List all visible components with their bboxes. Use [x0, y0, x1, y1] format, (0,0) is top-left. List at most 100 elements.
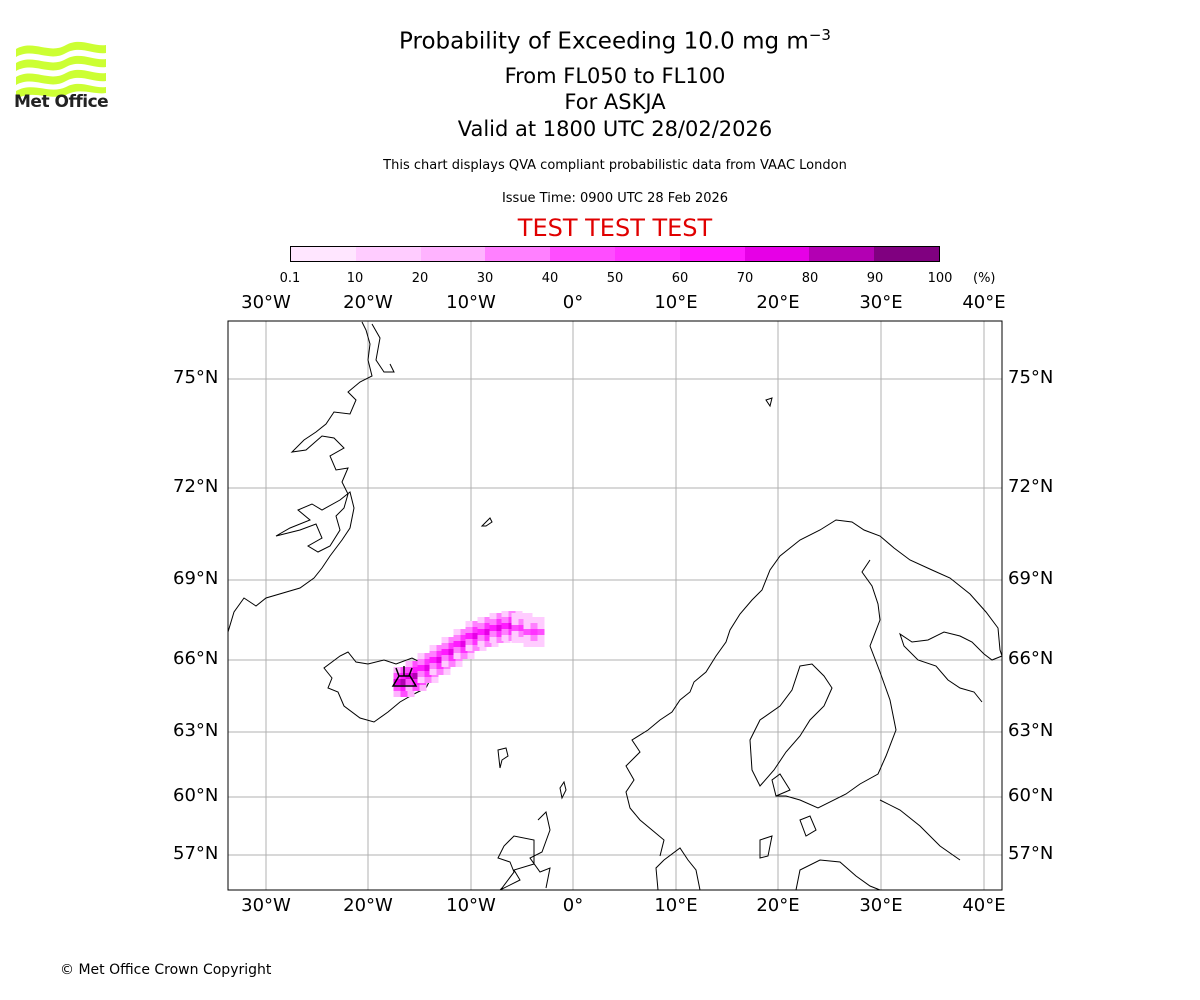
plume-cell [537, 641, 545, 647]
latitude-label: 57°N [1008, 843, 1054, 864]
volcano-icon [391, 666, 418, 687]
plume-cell [472, 621, 480, 627]
latitude-label: 66°N [1008, 648, 1054, 669]
title-exponent: −3 [808, 26, 831, 44]
longitude-label: 30°E [859, 895, 903, 916]
plume-cell [489, 631, 497, 637]
colorbar-unit: (%) [973, 271, 996, 286]
latitude-label: 72°N [1008, 476, 1054, 497]
plume-cell [511, 631, 519, 637]
colorbar-segment [744, 247, 810, 261]
plume-cell [429, 669, 437, 675]
plume-cell [393, 673, 401, 679]
plume-cell [511, 613, 519, 619]
issue-time: Issue Time: 0900 UTC 28 Feb 2026 [501, 191, 729, 206]
plume-cell [424, 665, 432, 671]
colorbar-tick-label: 10 [346, 271, 364, 286]
probability-colorbar [290, 246, 940, 262]
plume-cell [523, 623, 531, 629]
plume-cell [496, 631, 504, 637]
plume-cell [537, 635, 545, 641]
plume-cell [405, 679, 413, 685]
plume-cell [441, 637, 449, 643]
plume-cell [511, 625, 519, 631]
plume-cell [412, 673, 420, 679]
plume-cell [501, 629, 509, 635]
plume-cell [472, 639, 480, 645]
plume-cell [484, 617, 492, 623]
plume-cell [419, 685, 427, 691]
longitude-label: 0° [562, 895, 584, 916]
plume-cell [424, 671, 432, 677]
plume-cell [477, 623, 485, 629]
met-office-logo [16, 41, 106, 99]
plume-cell [436, 657, 444, 663]
ash-probability-plume [393, 611, 545, 697]
plume-cell [453, 647, 461, 653]
plume-cell [400, 691, 408, 697]
plume-cell [405, 667, 413, 673]
colorbar-tick-label: 0.1 [279, 271, 301, 286]
latitude-label: 60°N [1008, 785, 1054, 806]
longitude-label: 10°E [654, 292, 698, 313]
plume-cell [429, 663, 437, 669]
volcano-name: For ASKJA [564, 90, 666, 114]
plume-cell [489, 625, 497, 631]
plume-cell [460, 653, 468, 659]
plume-cell [525, 613, 533, 619]
latitude-label: 69°N [1008, 568, 1054, 589]
plume-cell [465, 627, 473, 633]
plume-cell [407, 691, 415, 697]
plume-cell [530, 623, 538, 629]
plume-cell [412, 661, 420, 667]
plume-cell [530, 641, 538, 647]
plume-cell [518, 631, 526, 637]
plume-cell [400, 685, 408, 691]
colorbar-tick-label: 50 [606, 271, 624, 286]
plume-cell [489, 613, 497, 619]
plume-cell [460, 635, 468, 641]
plume-cell [530, 635, 538, 641]
coastlines [227, 321, 1003, 891]
longitude-label: 10°W [446, 292, 496, 313]
plume-cell [523, 629, 531, 635]
latitude-label: 75°N [173, 367, 219, 388]
plume-cell [530, 629, 538, 635]
longitude-label: 10°W [446, 895, 496, 916]
plume-cell [436, 669, 444, 675]
longitude-label: 20°E [756, 292, 800, 313]
plume-cell [537, 617, 545, 623]
plume-cell [465, 639, 473, 645]
latitude-label: 66°N [173, 648, 219, 669]
plume-cell [484, 635, 492, 641]
plume-cell [477, 635, 485, 641]
plume-cell [518, 637, 526, 643]
plume-cell [453, 641, 461, 647]
plume-cell [460, 641, 468, 647]
plume-cell [530, 617, 538, 623]
plume-cell [477, 629, 485, 635]
plume-cell [424, 653, 432, 659]
flight-level-range: From FL050 to FL100 [504, 64, 726, 88]
latitude-label: 57°N [173, 843, 219, 864]
plume-cell [518, 625, 526, 631]
plume-cell [453, 629, 461, 635]
plume-cell [424, 677, 432, 683]
longitude-label: 0° [562, 292, 584, 313]
plume-cell [491, 641, 499, 647]
plume-cell [523, 617, 531, 623]
latitude-label: 60°N [173, 785, 219, 806]
colorbar-segment [550, 247, 615, 261]
longitude-label: 40°E [962, 895, 1006, 916]
plume-cell [523, 641, 531, 647]
plume-cell [431, 677, 439, 683]
longitude-label: 20°W [343, 292, 393, 313]
plume-cell [417, 671, 425, 677]
plume-cell [429, 657, 437, 663]
plume-cell [412, 679, 420, 685]
plume-cell [417, 659, 425, 665]
plume-cell [441, 649, 449, 655]
colorbar-tick-label: 60 [671, 271, 689, 286]
plume-cell [465, 621, 473, 627]
